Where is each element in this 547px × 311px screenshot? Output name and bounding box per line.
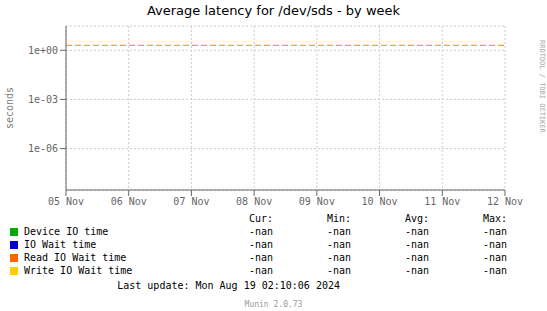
html-text:-nan: -nan <box>326 252 351 263</box>
html-text:Average latency for /dev/sds -: Average latency for /dev/sds - by week <box>146 3 400 18</box>
html-text:-nan: -nan <box>482 265 507 276</box>
html-text:Read IO Wait time: Read IO Wait time <box>24 252 127 263</box>
svg-text:11 Nov: 11 Nov <box>424 196 460 207</box>
html-text:Device IO time: Device IO time <box>24 226 109 237</box>
html-text:-nan: -nan <box>326 226 351 237</box>
html-text:IO Wait time: IO Wait time <box>24 239 97 250</box>
svg-text:07 Nov: 07 Nov <box>173 196 209 207</box>
html-text:-nan: -nan <box>326 239 351 250</box>
html-text:-nan: -nan <box>404 226 429 237</box>
html-text:Min:: Min: <box>326 213 351 224</box>
svg-text:1e-06: 1e-06 <box>28 143 58 154</box>
html-text:Max:: Max: <box>482 213 507 224</box>
html-text:-nan: -nan <box>482 252 507 263</box>
html-text:-nan: -nan <box>404 265 429 276</box>
svg-text:1e+00: 1e+00 <box>28 45 58 56</box>
svg-text:05 Nov: 05 Nov <box>48 196 84 207</box>
html-text:Last update: Mon Aug 19 02:10:: Last update: Mon Aug 19 02:10:06 2024 <box>117 280 340 291</box>
html-text:Munin 2.0.73: Munin 2.0.73 <box>244 300 303 309</box>
html-text:Write IO Wait time: Write IO Wait time <box>24 265 133 276</box>
html-text:-nan: -nan <box>404 252 429 263</box>
svg-text:12 Nov: 12 Nov <box>487 196 523 207</box>
html-text:-nan: -nan <box>248 252 273 263</box>
svg-text:09 Nov: 09 Nov <box>299 196 335 207</box>
html-text:-nan: -nan <box>248 239 273 250</box>
html-text:-nan: -nan <box>404 239 429 250</box>
html-text:-nan: -nan <box>248 265 273 276</box>
svg-text:10 Nov: 10 Nov <box>362 196 398 207</box>
svg-text:1e-03: 1e-03 <box>28 94 58 105</box>
svg-text:08 Nov: 08 Nov <box>236 196 272 207</box>
svg-text:seconds: seconds <box>8 87 15 129</box>
html-text:-nan: -nan <box>326 265 351 276</box>
html-text:RRDTOOL / TOBI OETIKER: RRDTOOL / TOBI OETIKER <box>538 40 546 133</box>
html-text:Avg:: Avg: <box>404 213 429 224</box>
html-text:Cur:: Cur: <box>248 213 273 224</box>
svg-text:06 Nov: 06 Nov <box>111 196 147 207</box>
html-text:-nan: -nan <box>248 226 273 237</box>
html-text:-nan: -nan <box>482 239 507 250</box>
html-text:-nan: -nan <box>482 226 507 237</box>
